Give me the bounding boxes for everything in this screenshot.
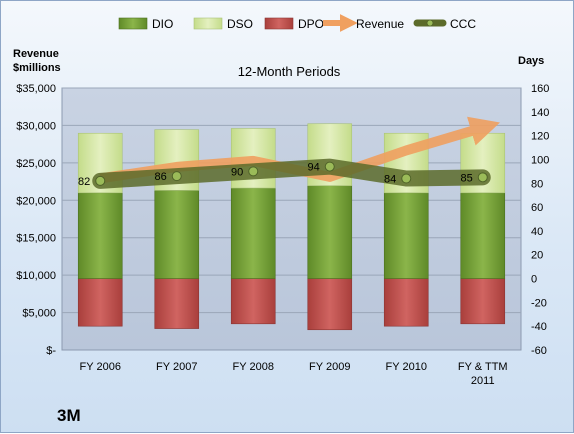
legend-label-dso: DSO [227, 17, 253, 31]
ccc-data-label: 85 [461, 172, 473, 184]
right-axis-tick-label: 80 [531, 178, 543, 190]
left-axis-title: Revenue [13, 48, 59, 60]
ccc-point [171, 171, 182, 182]
dpo-bar [230, 278, 276, 325]
right-axis-tick-label: 20 [531, 250, 543, 262]
ccc-point [324, 161, 335, 172]
ccc-data-label: 84 [384, 174, 396, 186]
legend-label-revenue: Revenue [356, 17, 404, 31]
right-axis-tick-label: 100 [531, 154, 549, 166]
right-axis-tick-label: 40 [531, 226, 543, 238]
right-axis-tick-label: -60 [531, 345, 547, 357]
company-label: 3M [57, 406, 81, 425]
category-label: FY 2007 [156, 361, 197, 373]
right-axis-title: Days [518, 55, 544, 67]
dpo-bar [77, 278, 123, 327]
left-axis-tick-label: $35,000 [16, 83, 56, 95]
dio-bar [383, 192, 429, 279]
category-label: FY & TTM [458, 361, 508, 373]
left-axis-tick-label: $30,000 [16, 120, 56, 132]
dpo-bar [307, 278, 353, 331]
dio-bar [230, 187, 276, 279]
dpo-bar [460, 278, 506, 325]
right-axis-tick-label: -40 [531, 321, 547, 333]
ccc-point [248, 166, 259, 177]
ccc-data-label: 86 [155, 171, 167, 183]
left-axis-title-line2: $millions [13, 62, 61, 74]
ccc-data-label: 82 [78, 176, 90, 188]
left-axis-tick-label: $15,000 [16, 233, 56, 245]
ccc-line [92, 158, 491, 189]
dio-bar [77, 192, 123, 279]
ccc-point [477, 172, 488, 183]
category-label: FY 2008 [233, 361, 274, 373]
ccc-data-label: 90 [231, 166, 243, 178]
dio-bar [460, 192, 506, 279]
legend-swatch-dso [193, 17, 223, 30]
right-axis-tick-label: -20 [531, 297, 547, 309]
left-axis-tick-label: $25,000 [16, 158, 56, 170]
right-axis-tick-label: 140 [531, 107, 549, 119]
legend-label-dio: DIO [152, 17, 173, 31]
legend-label-ccc: CCC [450, 17, 476, 31]
left-axis-tick-label: $10,000 [16, 270, 56, 282]
category-label: FY 2009 [309, 361, 350, 373]
ccc-point [95, 175, 106, 186]
right-axis-tick-label: 120 [531, 131, 549, 143]
right-axis-tick-label: 60 [531, 202, 543, 214]
category-label: 2011 [471, 375, 495, 387]
category-label: FY 2010 [386, 361, 427, 373]
legend-label-dpo: DPO [298, 17, 324, 31]
chart-title: 12-Month Periods [238, 64, 341, 79]
legend-swatch-ccc-point [426, 19, 434, 27]
dpo-bar [154, 278, 200, 329]
dio-bar [154, 190, 200, 279]
legend-swatch-dpo [264, 17, 294, 30]
ccc-point [401, 173, 412, 184]
left-axis-tick-label: $- [46, 345, 56, 357]
dpo-bar [383, 278, 429, 327]
right-axis-tick-label: 0 [531, 274, 537, 286]
left-axis-tick-label: $20,000 [16, 195, 56, 207]
category-label: FY 2006 [80, 361, 121, 373]
plot-area [61, 87, 522, 351]
right-axis-tick-label: 160 [531, 83, 549, 95]
legend-swatch-dio [118, 17, 148, 30]
ccc-data-label: 94 [308, 162, 320, 174]
dio-bar [307, 185, 353, 279]
left-axis-tick-label: $5,000 [22, 308, 56, 320]
